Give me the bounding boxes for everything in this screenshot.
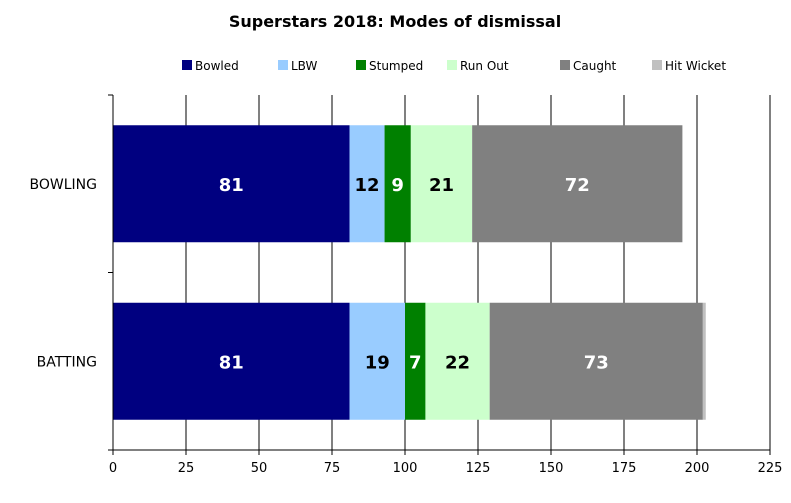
x-tick-label: 175 bbox=[612, 461, 637, 476]
legend: Bowled LBW Stumped Run Out Caught Hit Wicket bbox=[182, 59, 726, 73]
bar-segment-run-out bbox=[425, 302, 490, 420]
bars: 81 12 9 21 72 81 19 7 22 73 bbox=[113, 125, 706, 420]
x-tick-label: 25 bbox=[178, 461, 195, 476]
legend-label: Stumped bbox=[369, 59, 423, 73]
bar-segment-bowled bbox=[113, 302, 350, 420]
data-label: 7 bbox=[409, 352, 422, 373]
x-tick-label: 150 bbox=[539, 461, 564, 476]
legend-label: Run Out bbox=[460, 59, 509, 73]
bar-segment-caught bbox=[472, 125, 683, 243]
data-label: 73 bbox=[584, 352, 609, 373]
legend-swatch bbox=[182, 60, 192, 70]
x-tick-label: 225 bbox=[758, 461, 783, 476]
data-label: 81 bbox=[219, 175, 244, 196]
data-label: 9 bbox=[391, 175, 404, 196]
axes: 0 25 50 75 100 125 150 175 200 225 BOWLING BATTING bbox=[30, 94, 783, 476]
legend-swatch bbox=[447, 60, 457, 70]
data-label: 22 bbox=[445, 352, 470, 373]
chart-title: Superstars 2018: Modes of dismissal bbox=[229, 12, 561, 31]
x-tick-label: 125 bbox=[466, 461, 491, 476]
bar-segment-lbw bbox=[349, 125, 385, 243]
x-tick-label: 100 bbox=[393, 461, 418, 476]
bar-segment-hit-wicket bbox=[702, 302, 706, 420]
x-tick-label: 0 bbox=[109, 461, 117, 476]
category-label: BOWLING bbox=[30, 177, 97, 193]
bar-segment-caught bbox=[489, 302, 703, 420]
bar-segment-run-out bbox=[410, 125, 473, 243]
legend-swatch bbox=[278, 60, 288, 70]
bar-segment-stumped bbox=[405, 302, 426, 420]
x-tick-label: 75 bbox=[324, 461, 341, 476]
legend-label: Hit Wicket bbox=[665, 59, 726, 73]
data-label: 81 bbox=[219, 352, 244, 373]
legend-label: Caught bbox=[573, 59, 617, 73]
data-label: 21 bbox=[429, 175, 454, 196]
category-label: BATTING bbox=[37, 354, 97, 370]
data-label: 12 bbox=[355, 175, 380, 196]
bar-segment-stumped bbox=[384, 125, 411, 243]
legend-label: LBW bbox=[291, 59, 317, 73]
legend-swatch bbox=[652, 60, 662, 70]
data-label: 72 bbox=[565, 175, 590, 196]
x-tick-label: 50 bbox=[251, 461, 268, 476]
legend-label: Bowled bbox=[195, 59, 239, 73]
bar-segment-bowled bbox=[113, 125, 350, 243]
legend-swatch bbox=[356, 60, 366, 70]
bar-segment-lbw bbox=[349, 302, 405, 420]
data-label: 19 bbox=[365, 352, 390, 373]
x-tick-label: 200 bbox=[685, 461, 710, 476]
legend-swatch bbox=[560, 60, 570, 70]
